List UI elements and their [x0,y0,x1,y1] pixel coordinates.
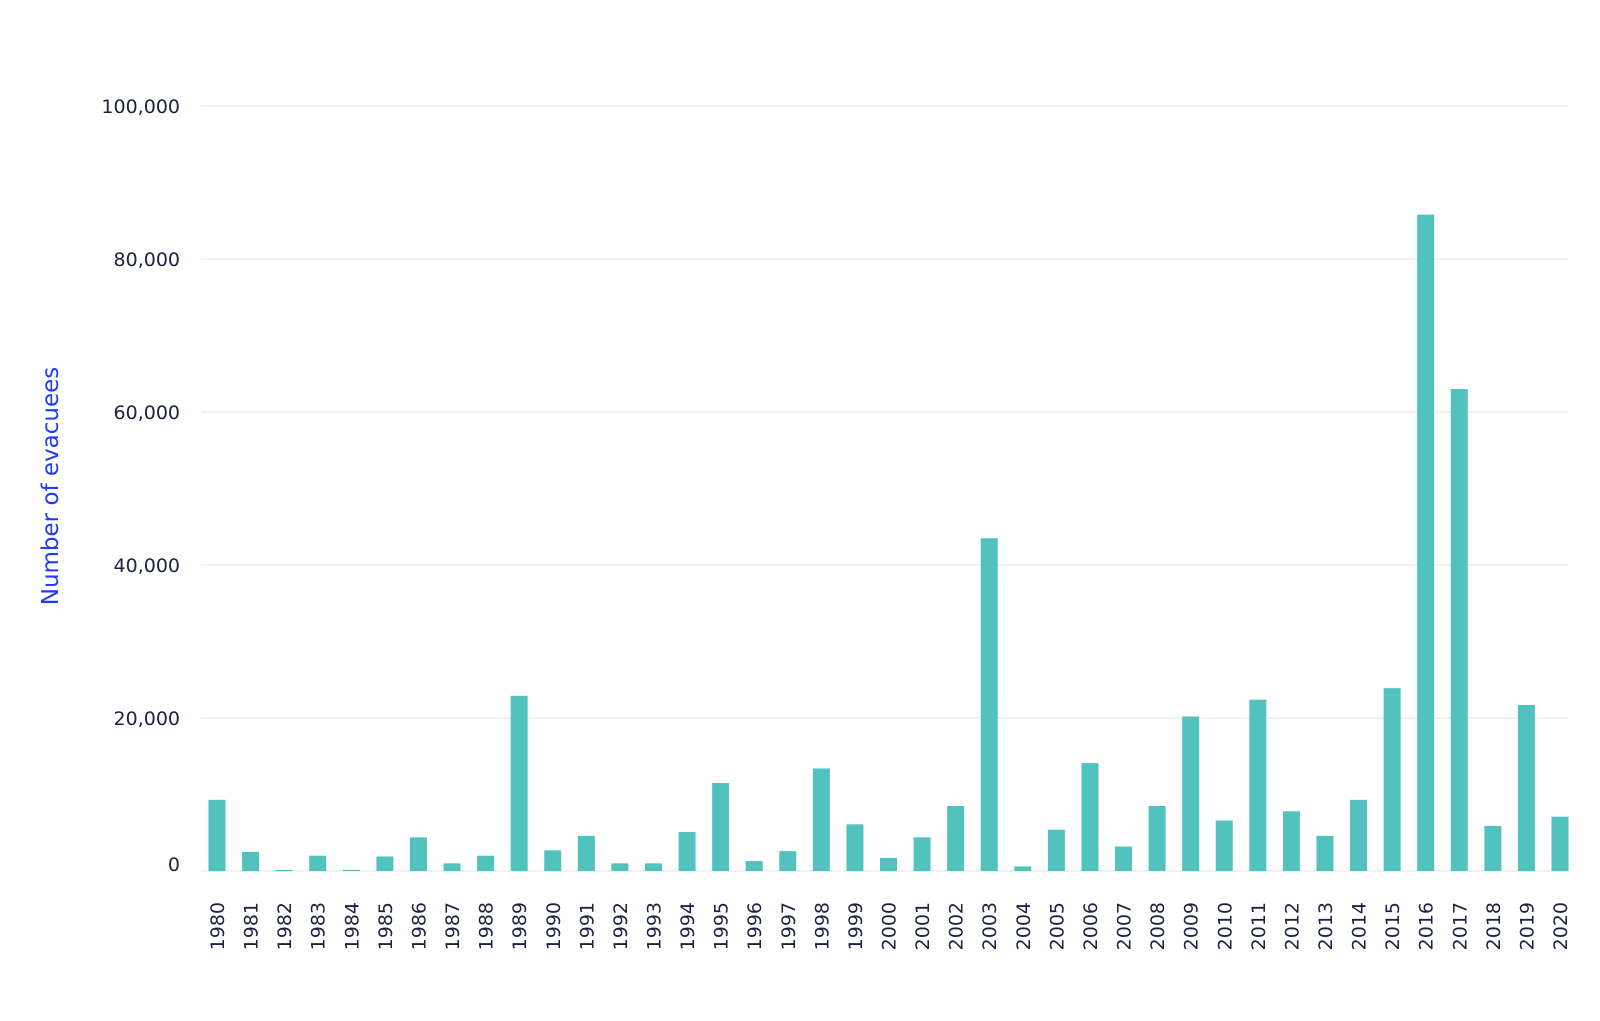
bar [846,824,864,871]
y-tick-label: 20,000 [114,708,180,730]
y-tick-label: 0 [168,854,180,876]
x-tick-label: 1981 [241,902,263,950]
bar [1517,705,1535,871]
bar [1551,816,1569,871]
x-tick-label: 2012 [1281,902,1303,950]
bar [980,538,998,871]
x-tick-label: 2007 [1114,902,1136,950]
x-tick-label: 2002 [946,902,968,950]
bar [678,831,696,871]
bar [1014,866,1032,871]
x-tick-label: 2001 [912,902,934,950]
y-axis-tick-labels: 0 20,000 40,000 60,000 80,000 100,000 [101,96,180,876]
y-tick-label: 60,000 [114,402,180,424]
x-tick-label: 1980 [207,902,229,950]
x-tick-label: 2016 [1416,902,1438,950]
x-tick-label: 1998 [811,902,833,950]
bar [947,805,965,871]
bar [644,863,662,871]
bar [443,863,461,871]
bar [1148,805,1166,871]
x-tick-label: 2006 [1080,902,1102,950]
bar [208,799,226,871]
bar [1282,811,1300,871]
x-tick-label: 2013 [1315,902,1337,950]
y-axis-label: Number of evacuees [38,367,64,606]
x-tick-label: 1987 [442,902,464,950]
bar [1081,763,1099,871]
y-tick-label: 40,000 [114,555,180,577]
y-tick-label: 80,000 [114,249,180,271]
x-tick-label: 2015 [1382,902,1404,950]
bar [242,851,260,872]
x-tick-label: 1985 [375,902,397,950]
x-tick-label: 1990 [543,902,565,950]
bar [1047,829,1065,871]
y-tick-label: 100,000 [101,96,180,118]
bar [1215,820,1233,871]
x-tick-label: 2004 [1013,902,1035,950]
x-tick-label: 2019 [1516,902,1538,950]
bar [577,835,595,871]
x-tick-label: 1996 [744,902,766,950]
x-tick-label: 2009 [1181,902,1203,950]
bar [1450,389,1468,871]
x-tick-label: 1986 [408,902,430,950]
bar [275,869,293,871]
x-tick-label: 1997 [778,902,800,950]
x-axis-tick-labels: 1980 1981 1982 1983 1984 1985 1986 1987 1988 1989… [207,902,1572,950]
bar [477,855,495,871]
x-tick-label: 2003 [979,902,1001,950]
x-tick-label: 1982 [274,902,296,950]
x-tick-label: 2008 [1147,902,1169,950]
x-tick-label: 2014 [1349,902,1371,950]
x-tick-label: 1993 [643,902,665,950]
bar [544,850,562,871]
x-tick-label: 2017 [1449,902,1471,950]
bar [309,855,327,871]
x-tick-label: 2020 [1550,902,1572,950]
bar [510,695,528,871]
x-tick-label: 1983 [308,902,330,950]
x-tick-label: 2000 [879,902,901,950]
bar [376,856,394,871]
bar [1484,825,1502,871]
bar [880,858,897,871]
bar [1182,716,1200,871]
x-tick-label: 1999 [845,902,867,950]
x-tick-label: 2018 [1483,902,1505,950]
bar [779,851,797,871]
bar [1383,688,1401,871]
x-tick-label: 1991 [576,902,598,950]
bars [208,214,1569,872]
bar [1115,846,1133,871]
x-tick-label: 1988 [476,902,498,950]
bar [745,861,763,871]
bar [1417,214,1435,871]
x-tick-label: 2005 [1046,902,1068,950]
bar [1316,835,1334,871]
x-tick-label: 1989 [509,902,531,950]
bar [712,783,730,871]
bar [1249,699,1267,871]
bar [913,837,931,871]
bar [812,768,830,871]
bar [1350,799,1368,871]
x-tick-label: 2010 [1214,902,1236,950]
gridlines [201,105,1568,872]
bar [409,837,427,871]
x-tick-label: 1992 [610,902,632,950]
x-tick-label: 1984 [341,902,363,950]
x-tick-label: 1994 [677,902,699,950]
bar [611,863,629,871]
bar [342,869,360,871]
x-tick-label: 1995 [711,902,733,950]
x-tick-label: 2011 [1248,902,1270,950]
